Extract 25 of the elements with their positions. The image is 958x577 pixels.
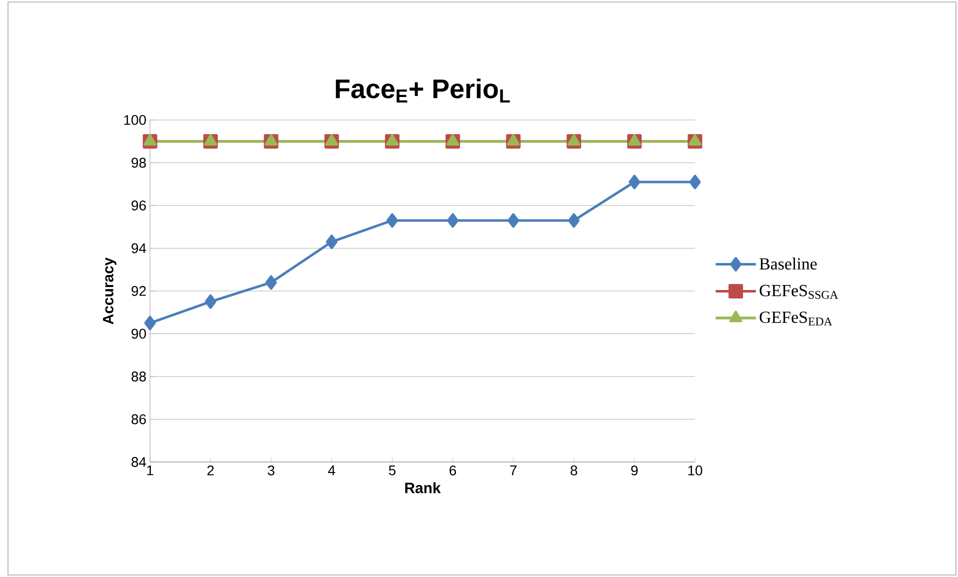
x-tick-label: 9: [631, 466, 638, 476]
y-tick-label: 96: [132, 200, 146, 210]
y-axis-title: Accuracy: [102, 257, 116, 324]
x-tick-label: 1: [147, 466, 154, 476]
y-tick-label: 86: [132, 414, 146, 424]
y-tick-label: 98: [132, 158, 146, 168]
x-tick-label: 7: [510, 466, 517, 476]
y-tick-label: 84: [132, 457, 146, 467]
x-tick-label: 6: [450, 466, 456, 476]
y-tick-label: 90: [132, 328, 146, 339]
x-tick-label: 8: [570, 466, 578, 476]
x-tick-label: 4: [328, 466, 336, 476]
x-tick-label: 2: [207, 466, 214, 476]
legend-label: GEFeS$_{SSGA}$: [760, 284, 838, 299]
x-tick-label: 3: [268, 466, 274, 476]
x-tick-label: 5: [388, 466, 396, 476]
y-tick-label: 100: [124, 115, 146, 125]
y-tick-label: 94: [132, 243, 146, 254]
legend-label: Baseline: [760, 258, 817, 270]
x-axis-title: Rank: [405, 482, 441, 494]
y-tick-label: 92: [132, 286, 146, 296]
legend-label: GEFeS$_{EDA}$: [760, 312, 832, 326]
y-tick-label: 88: [132, 372, 146, 382]
x-tick-label: 10: [688, 466, 702, 476]
chart-title: Face$_{E}$+ Perio$_{L}$: [336, 78, 510, 102]
